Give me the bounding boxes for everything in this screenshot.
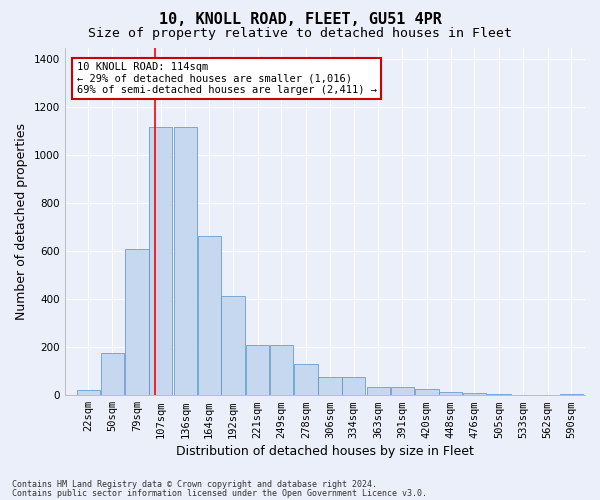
Bar <box>415 389 439 395</box>
Bar <box>77 390 100 395</box>
Bar <box>487 394 511 395</box>
Text: Contains public sector information licensed under the Open Government Licence v3: Contains public sector information licen… <box>12 488 427 498</box>
Bar <box>221 296 245 395</box>
Bar <box>560 394 583 395</box>
Bar <box>174 126 197 395</box>
Text: 10 KNOLL ROAD: 114sqm
← 29% of detached houses are smaller (1,016)
69% of semi-d: 10 KNOLL ROAD: 114sqm ← 29% of detached … <box>77 62 377 95</box>
Text: Size of property relative to detached houses in Fleet: Size of property relative to detached ho… <box>88 28 512 40</box>
Text: 10, KNOLL ROAD, FLEET, GU51 4PR: 10, KNOLL ROAD, FLEET, GU51 4PR <box>158 12 442 28</box>
Bar <box>125 249 149 395</box>
Bar <box>342 377 365 395</box>
Bar <box>391 387 414 395</box>
Bar <box>197 236 221 395</box>
Bar <box>439 392 463 395</box>
Bar <box>463 393 486 395</box>
Bar <box>367 387 390 395</box>
X-axis label: Distribution of detached houses by size in Fleet: Distribution of detached houses by size … <box>176 444 474 458</box>
Bar <box>318 377 341 395</box>
Bar <box>270 345 293 395</box>
Bar <box>149 126 172 395</box>
Text: Contains HM Land Registry data © Crown copyright and database right 2024.: Contains HM Land Registry data © Crown c… <box>12 480 377 489</box>
Bar <box>101 353 124 395</box>
Bar <box>246 345 269 395</box>
Y-axis label: Number of detached properties: Number of detached properties <box>15 123 28 320</box>
Bar <box>295 364 318 395</box>
